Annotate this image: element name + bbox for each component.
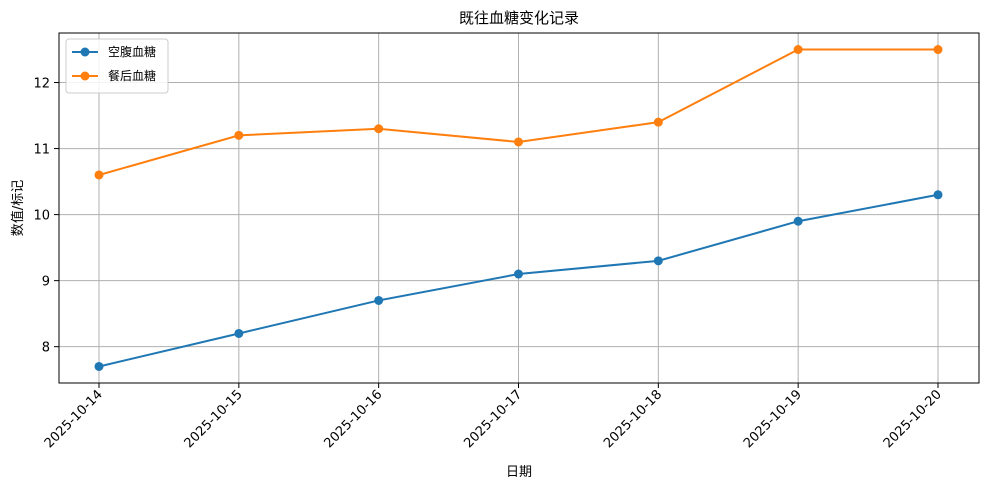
y-tick-label: 9	[42, 275, 50, 290]
chart-title: 既往血糖变化记录	[459, 9, 579, 27]
data-point	[653, 117, 663, 127]
series-2	[94, 45, 943, 180]
data-point	[94, 361, 104, 371]
data-point	[514, 269, 523, 279]
data-point	[793, 45, 803, 55]
legend-label: 空腹血糖	[108, 44, 156, 59]
x-axis-title: 日期	[506, 465, 532, 480]
y-tick-label: 12	[33, 77, 50, 92]
data-point	[933, 190, 943, 200]
series-1	[94, 190, 943, 371]
y-tick-label: 11	[33, 143, 50, 158]
legend-label: 餐后血糖	[108, 68, 156, 83]
data-point	[653, 256, 663, 266]
y-tick-label: 8	[42, 341, 50, 356]
series-layer	[94, 45, 943, 371]
data-point	[514, 137, 523, 147]
legend-marker	[80, 71, 90, 81]
legend-item: 空腹血糖	[72, 44, 156, 59]
data-point	[234, 328, 244, 338]
data-point	[374, 124, 384, 134]
data-point	[94, 170, 104, 180]
legend-marker	[80, 47, 90, 57]
data-point	[933, 45, 943, 55]
grid	[59, 33, 979, 383]
data-point	[793, 216, 803, 226]
legend-item: 餐后血糖	[72, 68, 156, 83]
y-tick-label: 10	[33, 209, 50, 224]
data-point	[234, 130, 244, 140]
data-point	[374, 295, 384, 305]
y-axis-title: 数值/标记	[10, 180, 26, 236]
